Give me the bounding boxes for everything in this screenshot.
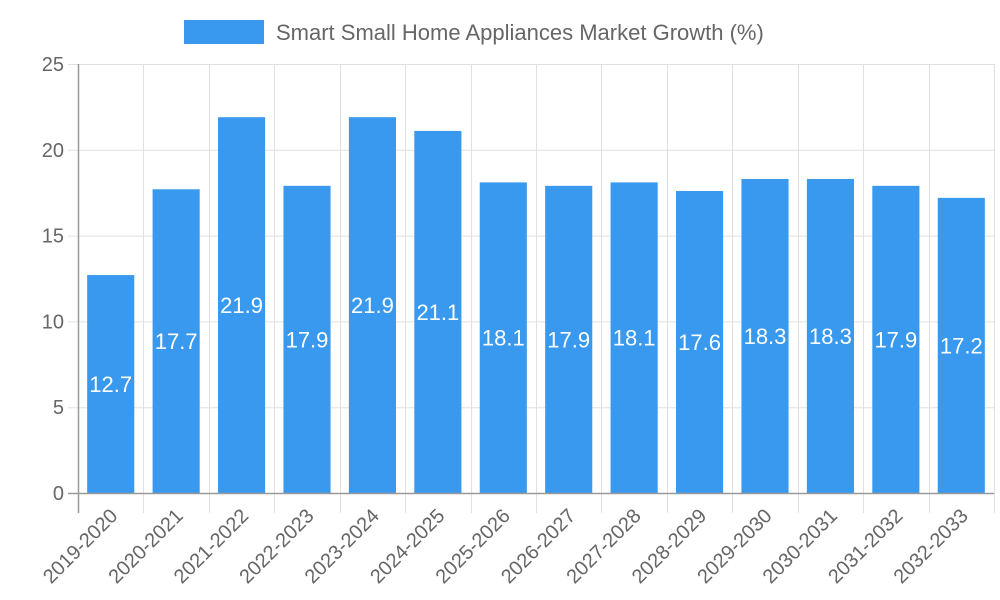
data-labels: 12.7 17.7 21.9 17.9 21.9 21.1 18.1 17.9 18.1 17.6… <box>89 293 982 397</box>
data-label: 17.6 <box>678 330 721 355</box>
bar <box>676 190 724 493</box>
bar <box>610 182 658 494</box>
data-label: 17.9 <box>874 327 917 352</box>
data-label: 21.1 <box>416 300 459 325</box>
data-label: 17.7 <box>155 329 198 354</box>
bar <box>741 178 789 494</box>
data-label: 18.3 <box>744 324 787 349</box>
data-label: 18.1 <box>613 326 656 351</box>
data-label: 21.9 <box>351 293 394 318</box>
bar <box>937 197 985 493</box>
data-label: 17.9 <box>547 327 590 352</box>
y-axis-tick-labels: 0 5 10 15 20 25 <box>42 54 64 505</box>
axes <box>68 64 994 513</box>
gridlines <box>68 64 995 513</box>
bar <box>152 189 200 493</box>
legend-swatch <box>184 20 264 44</box>
bar <box>414 130 462 493</box>
data-label: 12.7 <box>89 372 132 397</box>
y-tick-label: 25 <box>42 54 64 76</box>
y-tick-label: 5 <box>53 397 64 419</box>
bar <box>872 185 920 493</box>
bar <box>87 275 135 493</box>
bar <box>806 178 854 494</box>
y-tick-label: 20 <box>42 140 64 162</box>
y-tick-label: 10 <box>42 311 64 333</box>
bar <box>348 117 396 494</box>
x-axis-tick-labels: 2019-20202020-20212021-20222022-20232023… <box>39 505 973 588</box>
bar <box>218 117 266 494</box>
data-label: 17.2 <box>940 333 983 358</box>
data-label: 21.9 <box>220 293 263 318</box>
bars <box>87 117 985 494</box>
y-tick-label: 15 <box>42 226 64 248</box>
data-label: 17.9 <box>286 327 329 352</box>
data-label: 18.1 <box>482 326 525 351</box>
bar <box>283 185 331 493</box>
y-tick-label: 0 <box>53 483 64 505</box>
legend[interactable]: Smart Small Home Appliances Market Growt… <box>184 20 764 45</box>
bar <box>545 185 593 493</box>
data-label: 18.3 <box>809 324 852 349</box>
legend-label: Smart Small Home Appliances Market Growt… <box>276 20 764 45</box>
bar <box>479 182 527 494</box>
